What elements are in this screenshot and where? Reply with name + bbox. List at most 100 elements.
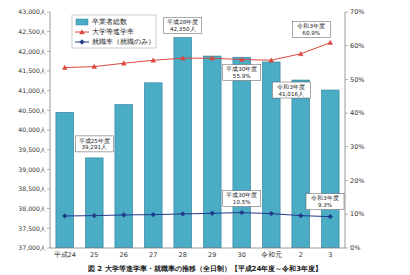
marker [210,211,215,216]
annotation-box [292,22,330,38]
y-tick-label: 41,000人 [18,87,46,94]
y-tick-label: 43,000人 [18,8,46,15]
y2-tick [345,12,348,13]
y2-tick-label: 20% [350,177,364,185]
annotation-box [164,18,202,34]
bar [115,104,133,248]
marker [239,210,244,215]
y-tick-label: 38,500人 [18,185,46,192]
y-tick-label: 37,500人 [18,225,46,232]
y-tick [47,90,50,91]
legend-label: 就職率（就職のみ） [92,38,155,46]
y-tick [47,228,50,229]
y2-tick [345,248,348,249]
annotation-text: 平成30年度 [226,191,257,198]
y-tick-label: 37,000人 [18,244,46,251]
bar [203,56,221,248]
y-tick [47,51,50,52]
legend-swatch [76,19,88,25]
bar [174,38,192,248]
y2-tick-label: 30% [350,143,364,151]
annotation: 平成30年度55.9% [223,65,261,81]
y2-tick [345,79,348,80]
annotation-text: 平成25年度 [79,137,110,144]
annotation: 平成28年度42,350人 [164,18,202,34]
y-tick [47,169,50,170]
y2-tick [345,45,348,46]
chart: 37,000人37,500人38,000人38,500人39,000人39,50… [0,0,410,275]
y-tick [47,31,50,32]
annotation-text: 令和3年度 [311,194,339,201]
y2-tick [345,113,348,114]
marker [62,65,67,69]
y2-tick [345,214,348,215]
bar [56,112,74,248]
bar [292,80,310,248]
y2-tick-label: 60% [350,42,364,50]
marker [180,56,185,60]
marker [269,58,274,62]
marker [151,58,156,62]
y-tick-label: 42,500人 [18,28,46,35]
legend-label: 卒業者総数 [92,18,127,26]
annotation: 令和3年度9.3% [306,194,344,210]
annotation-text: 55.9% [233,73,251,79]
marker [239,57,244,61]
annotation-text: 9.3% [318,202,332,208]
y2-tick [345,180,348,181]
annotation-text: 42,350人 [170,26,196,32]
y-tick [47,149,50,150]
annotation: 平成30年度10.5% [223,191,261,207]
marker [121,213,126,218]
marker [298,213,303,218]
annotation-text: 平成30年度 [226,65,257,72]
bar [85,158,103,248]
bar [144,83,162,248]
y-tick-label: 39,500人 [18,146,46,153]
y2-tick-label: 10% [350,210,364,218]
legend: 卒業者総数大学等進学率就職率（就職のみ） [72,15,156,48]
marker [269,211,274,216]
y2-tick-label: 50% [350,76,364,84]
x-tick-label: 平成24 [54,251,76,259]
y-tick [47,110,50,111]
marker [121,61,126,65]
y-tick [47,12,50,13]
annotation-text: 平成28年度 [167,18,198,25]
plot-area [56,38,339,248]
annotation: 令和3年度41,016人 [272,82,310,98]
legend-label: 大学等進学率 [92,28,134,36]
y-tick [47,189,50,190]
marker [92,64,97,68]
x-tick-label: 2 [299,251,303,259]
x-tick-label: 28 [179,251,187,259]
annotation-text: 10.5% [233,199,251,205]
y-tick-label: 41,500人 [18,67,46,74]
marker [92,213,97,218]
bar [233,57,251,248]
marker [328,214,333,219]
x-tick-label: 26 [120,251,128,259]
annotation-text: 39,291人 [81,144,107,150]
y2-tick-label: 70% [350,8,364,16]
x-tick-label: 25 [90,251,98,259]
marker [151,212,156,217]
x-tick-label: 令和元 [261,251,282,259]
x-tick-label: 29 [208,251,216,259]
marker [210,56,215,60]
y-tick-label: 39,000人 [18,166,46,173]
y-tick-label: 40,500人 [18,107,46,114]
y2-axis [345,12,346,248]
annotation-box [223,191,261,207]
marker [298,51,303,55]
x-tick-label: 27 [149,251,157,259]
line [65,213,331,217]
y2-tick-label: 0% [350,244,360,252]
y-tick [47,130,50,131]
marker [180,212,185,217]
y-tick [47,71,50,72]
legend-marker [80,30,85,34]
y-tick [47,248,50,249]
annotation-text: 令和3年度 [277,83,305,90]
y2-tick [345,146,348,147]
